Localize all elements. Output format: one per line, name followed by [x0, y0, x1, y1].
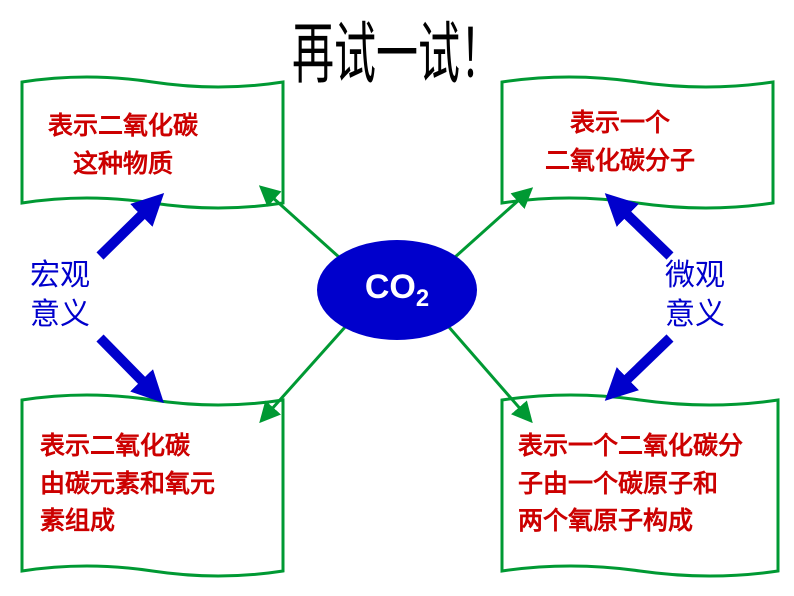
blue-arrow: [614, 338, 670, 392]
label-macro-meaning: 宏观 意义: [30, 256, 90, 334]
formula-sub: 2: [416, 284, 429, 311]
blue-arrow: [100, 338, 155, 394]
page-title: 再试一试！: [292, 0, 502, 98]
center-node: CO2: [317, 240, 477, 340]
label-micro-meaning: 微观 意义: [665, 256, 725, 334]
text-bottom-left: 表示二氧化碳 由碳元素和氧元 素组成: [40, 428, 215, 541]
formula-main: CO: [365, 268, 416, 306]
text-top-right: 表示一个 二氧化碳分子: [545, 105, 695, 180]
text-bottom-right: 表示一个二氧化碳分 子由一个碳原子和 两个氧原子构成: [518, 428, 743, 541]
text-top-left: 表示二氧化碳 这种物质: [48, 108, 198, 183]
center-formula: CO2: [365, 268, 429, 313]
